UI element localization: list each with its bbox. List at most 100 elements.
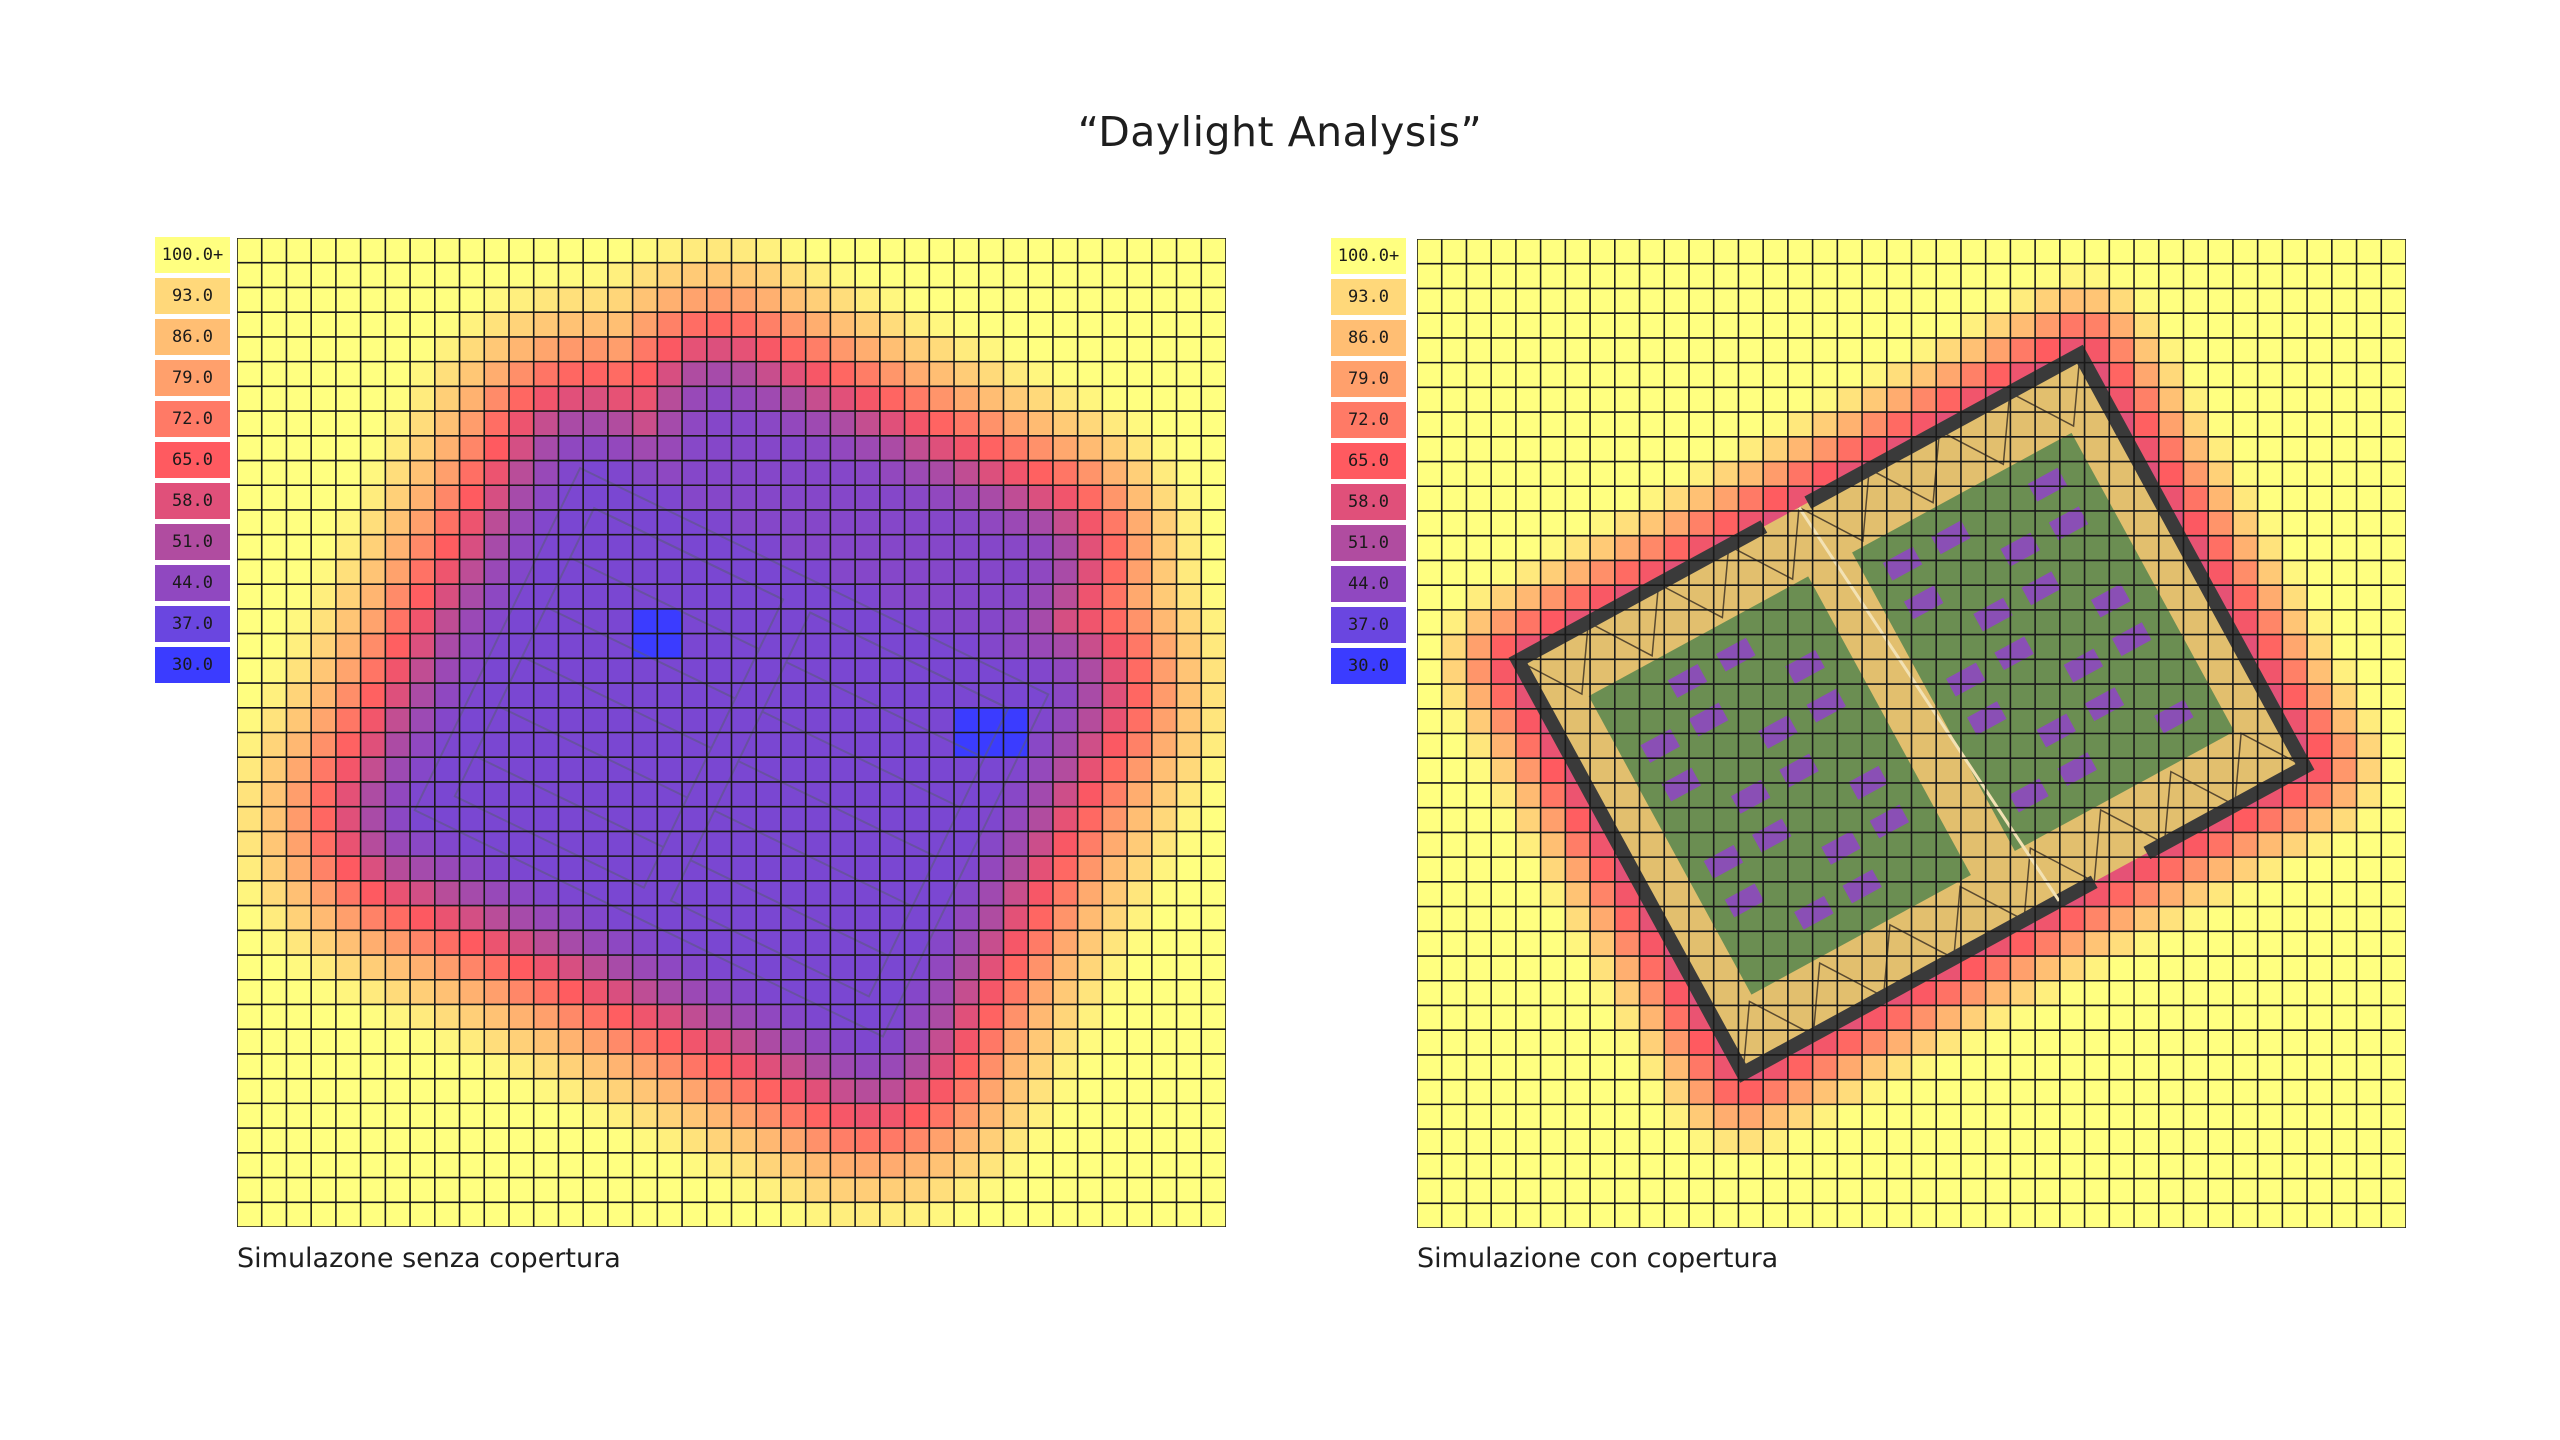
heatmap-cell (1201, 312, 1226, 338)
heatmap-cell (830, 831, 856, 857)
heatmap-cell (682, 930, 708, 956)
heatmap-cell (237, 1103, 263, 1129)
heatmap-cell (385, 633, 411, 659)
heatmap-cell (1028, 262, 1054, 289)
heatmap-cell (855, 509, 881, 536)
heatmap-cell (731, 386, 757, 412)
heatmap-cell (261, 584, 288, 610)
heatmap-cell (1077, 336, 1103, 363)
heatmap-cell (1102, 584, 1128, 610)
heatmap-cell (954, 460, 980, 486)
heatmap-cell (335, 386, 362, 412)
heatmap-cell (632, 1202, 658, 1227)
heatmap-cell (756, 856, 782, 882)
heatmap-cell (335, 435, 362, 462)
heatmap-cell (1102, 460, 1128, 486)
heatmap-cell (459, 1152, 485, 1179)
heatmap-cell (360, 435, 386, 462)
heatmap-cell (311, 238, 337, 264)
heatmap-cell (1052, 707, 1079, 734)
heatmap-cell (311, 683, 337, 709)
heatmap-cell (434, 584, 461, 610)
heatmap-cell (360, 336, 386, 363)
heatmap-cell (335, 460, 362, 486)
heatmap-cell (657, 806, 683, 833)
heatmap-cell (879, 955, 906, 981)
heatmap-cell (1052, 880, 1079, 907)
heatmap-cell (607, 955, 634, 981)
heatmap-cell (607, 930, 634, 956)
heatmap-cell (855, 856, 881, 882)
heatmap-cell (335, 1177, 362, 1203)
heatmap-cell (484, 806, 510, 833)
heatmap-cell (1176, 287, 1202, 313)
heatmap-cell (855, 361, 881, 387)
heatmap-cell (583, 1202, 609, 1227)
heatmap-cell (311, 781, 337, 808)
heatmap-cell (558, 435, 584, 462)
heatmap-cell (434, 336, 461, 363)
heatmap-cell (583, 262, 609, 289)
heatmap-cell (508, 534, 535, 561)
heatmap-cell (459, 1053, 485, 1080)
heatmap-cell (533, 1152, 560, 1179)
heatmap-cell (830, 905, 856, 931)
heatmap-cell (434, 806, 461, 833)
heatmap-cell (879, 262, 906, 289)
heatmap-cell (1003, 683, 1029, 709)
heatmap-cell (410, 1053, 436, 1080)
heatmap-cell (731, 509, 757, 536)
heatmap-cell (286, 336, 312, 363)
heatmap-cell (1003, 435, 1029, 462)
heatmap-cell (879, 336, 906, 363)
heatmap-cell (410, 559, 436, 585)
heatmap-cell (1176, 435, 1202, 462)
heatmap-cell (1028, 1078, 1054, 1104)
heatmap-cell (1102, 781, 1128, 808)
heatmap-cell (731, 831, 757, 857)
heatmap-cell (682, 1004, 708, 1030)
heatmap-cell (904, 1029, 930, 1055)
heatmap-cell (657, 633, 683, 659)
heatmap-cell (682, 806, 708, 833)
heatmap-cell (558, 979, 584, 1006)
heatmap-cell (434, 979, 461, 1006)
heatmap-cell (410, 485, 436, 511)
heatmap-cell (484, 683, 510, 709)
heatmap-cell (1201, 955, 1226, 981)
heatmap-cell (1003, 509, 1029, 536)
heatmap-cell (607, 1152, 634, 1179)
heatmap-cell (830, 1103, 856, 1129)
heatmap-cell (1028, 460, 1054, 486)
heatmap-cell (583, 1029, 609, 1055)
heatmap-cell (237, 312, 263, 338)
heatmap-cell (607, 1053, 634, 1080)
heatmap-cell (558, 955, 584, 981)
heatmap-cell (830, 658, 856, 684)
heatmap-cell (855, 238, 881, 264)
heatmap-cell (1201, 905, 1226, 931)
heatmap-cell (879, 361, 906, 387)
heatmap-cell (1102, 485, 1128, 511)
heatmap-cell (360, 262, 386, 289)
heatmap-cell (657, 559, 683, 585)
heatmap-cell (1052, 757, 1079, 783)
heatmap-cell (978, 633, 1005, 659)
heatmap-cell (1052, 584, 1079, 610)
heatmap-cell (978, 460, 1005, 486)
heatmap-cell (1052, 856, 1079, 882)
heatmap-cell (756, 460, 782, 486)
heatmap-cell (1201, 707, 1226, 734)
heatmap-cell (682, 460, 708, 486)
heatmap-cell (335, 608, 362, 635)
heatmap-cell (805, 806, 832, 833)
heatmap-cell (261, 312, 288, 338)
heatmap-cell (410, 880, 436, 907)
heatmap-cell (904, 757, 930, 783)
heatmap-cell (1102, 534, 1128, 561)
heatmap-cell (731, 584, 757, 610)
heatmap-cell (657, 361, 683, 387)
heatmap-cell (484, 955, 510, 981)
heatmap-cell (929, 930, 955, 956)
heatmap-cell (830, 534, 856, 561)
